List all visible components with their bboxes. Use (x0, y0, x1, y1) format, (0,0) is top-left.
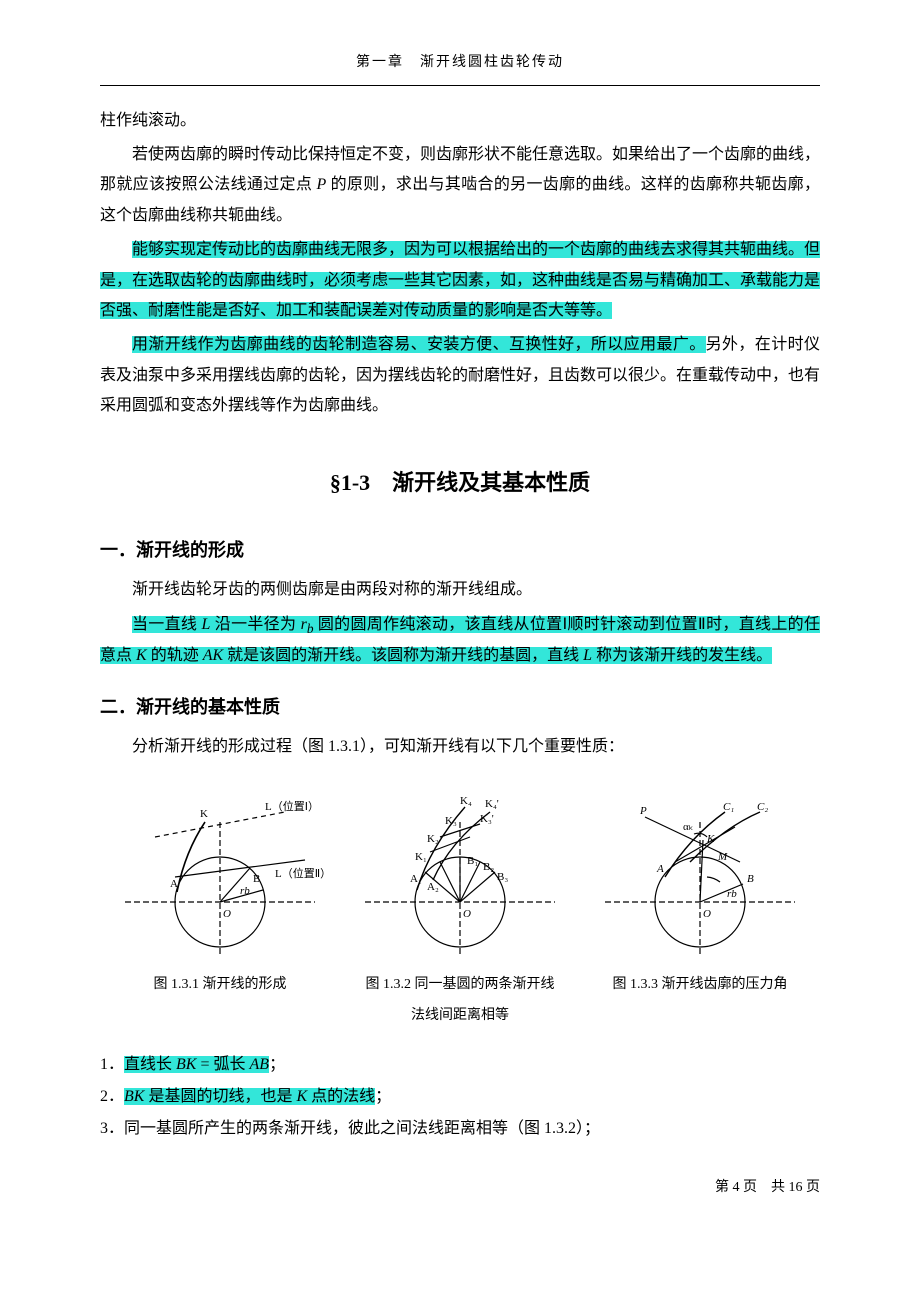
t: ； (375, 1088, 391, 1105)
t: 沿一半径为 (210, 616, 300, 633)
lbl-A: A (170, 878, 178, 890)
lbl-B2: B₂ (483, 861, 494, 873)
lbl-A1: A₁ (410, 873, 422, 885)
sub1-p2-hl: 当一直线 L 沿一半径为 rb 圆的圆周作纯滚动，该直线从位置Ⅰ顺时针滚动到位置… (100, 616, 820, 665)
lbl-K3p: K₃' (480, 813, 494, 825)
t: 称为该渐开线的发生线。 (592, 647, 772, 664)
list-item-3: 3．同一基圆所产生的两条渐开线，彼此之间法线距离相等（图 1.3.2）； (100, 1114, 820, 1144)
lbl-K2: K₂ (427, 833, 439, 845)
para-2-hl: 能够实现定传动比的齿廓曲线无限多，因为可以根据给出的一个齿廓的曲线去求得其共轭曲… (100, 241, 820, 319)
figure-2: K₄' K₄ K₃ K₃' K₂ K₁ A₁ A₂ B₁ B₂ B₃ O (340, 782, 580, 962)
sub1-p2: 当一直线 L 沿一半径为 rb 圆的圆周作纯滚动，该直线从位置Ⅰ顺时针滚动到位置… (100, 610, 820, 672)
t: 点的法线 (307, 1088, 375, 1105)
lbl-L1: L（位置Ⅰ） (265, 799, 319, 813)
sub-heading-1: 一．渐开线的形成 (100, 533, 820, 567)
lbl-A3: A (656, 863, 664, 875)
sub-heading-2: 二．渐开线的基本性质 (100, 690, 820, 724)
t: 的轨迹 (147, 647, 203, 664)
caption-3: 图 1.3.3 渐开线齿廓的压力角 (580, 972, 820, 999)
lbl-O3: O (703, 908, 711, 920)
t: 就是该圆的渐开线。该圆称为渐开线的基圆，直线 (223, 647, 583, 664)
para-0: 柱作纯滚动。 (100, 106, 820, 136)
caption-1: 图 1.3.1 渐开线的形成 (100, 972, 340, 999)
list-item-2: 2．BK 是基圆的切线，也是 K 点的法线； (100, 1082, 820, 1112)
lbl-K: K (200, 808, 208, 820)
var-K: K (136, 647, 147, 664)
sub2-p1: 分析渐开线的形成过程（图 1.3.1），可知渐开线有以下几个重要性质： (100, 732, 820, 762)
figure-1: K L（位置Ⅰ） A B L（位置Ⅱ） rb O (100, 782, 340, 962)
var-AK: AK (203, 647, 223, 664)
captions-row: 图 1.3.1 渐开线的形成 图 1.3.2 同一基圆的两条渐开线 图 1.3.… (100, 972, 820, 999)
lbl-K3: K (706, 833, 715, 845)
t: ； (269, 1056, 285, 1073)
lbl-C2: C₂ (757, 801, 768, 813)
sub-b: b (307, 621, 314, 636)
caption-2b: 法线间距离相等 (100, 1003, 820, 1030)
lbl-L2: L（位置Ⅱ） (275, 866, 325, 880)
section-title: §1-3 渐开线及其基本性质 (100, 462, 820, 504)
page-header: 第一章 渐开线圆柱齿轮传动 (100, 50, 820, 77)
page: 第一章 渐开线圆柱齿轮传动 柱作纯滚动。 若使两齿廓的瞬时传动比保持恒定不变，则… (0, 0, 920, 1302)
para-3: 用渐开线作为齿廓曲线的齿轮制造容易、安装方便、互换性好，所以应用最广。另外，在计… (100, 330, 820, 421)
t: 当一直线 (132, 616, 202, 633)
para-2: 能够实现定传动比的齿廓曲线无限多，因为可以根据给出的一个齿廓的曲线去求得其共轭曲… (100, 235, 820, 326)
li1-num: 1． (100, 1056, 124, 1073)
var-AB: AB (250, 1056, 270, 1073)
lbl-P: P (639, 805, 647, 817)
lbl-M: M (717, 851, 728, 863)
caption-2: 图 1.3.2 同一基圆的两条渐开线 (340, 972, 580, 999)
var-BK2: BK (124, 1088, 144, 1105)
var-L2: L (583, 647, 592, 664)
t: 是基圆的切线，也是 (144, 1088, 296, 1105)
figure-3: P C₁ C₂ K αₖ M B rb A O (580, 782, 820, 962)
lbl-O: O (223, 908, 231, 920)
lbl-rb3: rb (727, 888, 737, 900)
t: 直线长 (124, 1056, 176, 1073)
lbl-O2: O (463, 908, 471, 920)
lbl-B: B (253, 873, 260, 885)
lbl-K4: K₄ (460, 795, 472, 807)
lbl-C1: C₁ (723, 801, 734, 813)
t: = 弧长 (196, 1056, 249, 1073)
sub1-p1: 渐开线齿轮牙齿的两侧齿廓是由两段对称的渐开线组成。 (100, 575, 820, 605)
var-BK: BK (176, 1056, 196, 1073)
para-3-hl: 用渐开线作为齿廓曲线的齿轮制造容易、安装方便、互换性好，所以应用最广。 (132, 336, 706, 353)
lbl-rb: rb (240, 885, 250, 897)
lbl-ak: αₖ (683, 821, 693, 833)
li2-num: 2． (100, 1088, 124, 1105)
var-K2: K (296, 1088, 307, 1105)
page-footer: 第 4 页 共 16 页 (100, 1175, 820, 1202)
lbl-A2: A₂ (427, 881, 439, 893)
list-item-1: 1．直线长 BK = 弧长 AB； (100, 1050, 820, 1080)
lbl-K1: K₁ (415, 851, 427, 863)
li2-hl: BK 是基圆的切线，也是 K 点的法线 (124, 1088, 375, 1105)
lbl-B3: B (747, 873, 754, 885)
lbl-B1: B₁ (467, 855, 478, 867)
li1-hl: 直线长 BK = 弧长 AB (124, 1056, 269, 1073)
lbl-K3: K₃ (445, 815, 457, 827)
header-rule (100, 85, 820, 86)
lbl-K4p: K₄' (485, 798, 499, 810)
lbl-B3: B₃ (497, 871, 508, 883)
para-1: 若使两齿廓的瞬时传动比保持恒定不变，则齿廓形状不能任意选取。如果给出了一个齿廓的… (100, 140, 820, 231)
figures-row: K L（位置Ⅰ） A B L（位置Ⅱ） rb O (100, 782, 820, 962)
var-P: P (317, 176, 327, 193)
